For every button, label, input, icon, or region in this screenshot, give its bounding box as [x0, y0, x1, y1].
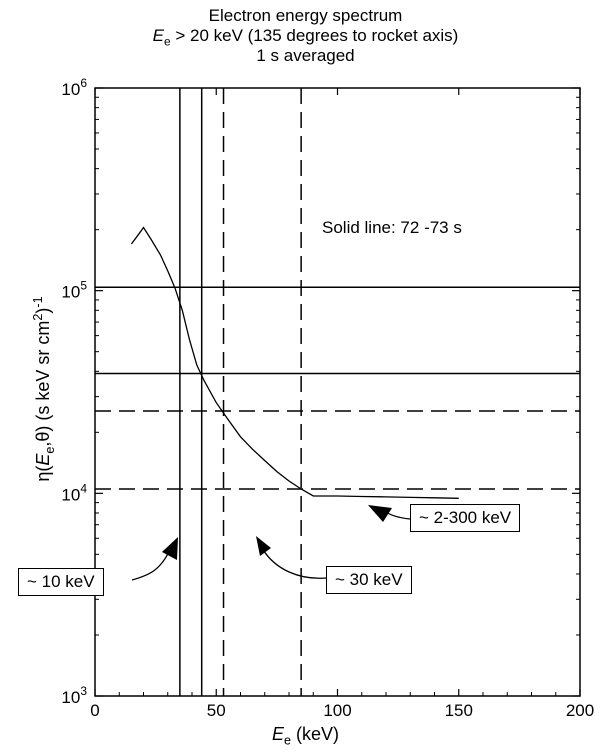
- title-rest: > 20 keV (135 degrees to rocket axis): [170, 26, 459, 45]
- x-tick-label: 150: [445, 701, 473, 720]
- y-tick-label: 104: [61, 481, 87, 504]
- chart-title-line1: Electron energy spectrum: [208, 6, 403, 25]
- callout-10kev: ~ 10 keV: [18, 568, 104, 596]
- solid-line-note: Solid line: 72 -73 s: [322, 218, 462, 237]
- y-p2: ,θ) (s keV sr cm: [33, 320, 54, 447]
- y-var: E: [33, 453, 54, 466]
- arrow-30kev-head: [256, 536, 271, 556]
- y-sup1: 2: [31, 313, 46, 321]
- arrow-30kev-curve: [261, 547, 327, 579]
- arrow-10kev-head: [162, 537, 178, 560]
- x-var: E: [271, 724, 284, 744]
- chart-title-line2: Ee > 20 keV (135 degrees to rocket axis): [0, 26, 611, 51]
- spectrum-line: [130, 226, 459, 499]
- y-p1: η(: [33, 465, 54, 482]
- y-tick-label: 103: [61, 684, 87, 707]
- arrow-300kev-curve: [385, 511, 411, 520]
- x-sub: e: [283, 733, 291, 748]
- y-sub: e: [42, 446, 57, 454]
- title-sub: e: [163, 34, 171, 49]
- y-p3: ): [33, 307, 54, 314]
- plot-frame: [94, 87, 581, 697]
- y-tick-label: 106: [61, 76, 87, 99]
- x-unit: (keV): [291, 724, 340, 744]
- title-var: E: [152, 26, 164, 45]
- x-tick-label: 0: [90, 701, 99, 720]
- y-tick-label: 105: [61, 279, 87, 302]
- x-axis-label: Ee (keV): [0, 724, 611, 748]
- x-tick-label: 200: [566, 701, 594, 720]
- chart-title-line3: 1 s averaged: [256, 46, 355, 65]
- x-tick-label: 100: [323, 701, 351, 720]
- callout-30kev: ~ 30 keV: [326, 566, 412, 594]
- arrow-300kev-head: [368, 505, 392, 522]
- callout-300kev: ~ 2-300 keV: [410, 504, 521, 532]
- y-axis-label: η(Ee,θ) (s keV sr cm2)-1: [31, 296, 57, 481]
- x-tick-label: 50: [207, 701, 226, 720]
- arrow-10kev-curve: [131, 549, 171, 581]
- y-sup2: -1: [31, 296, 46, 308]
